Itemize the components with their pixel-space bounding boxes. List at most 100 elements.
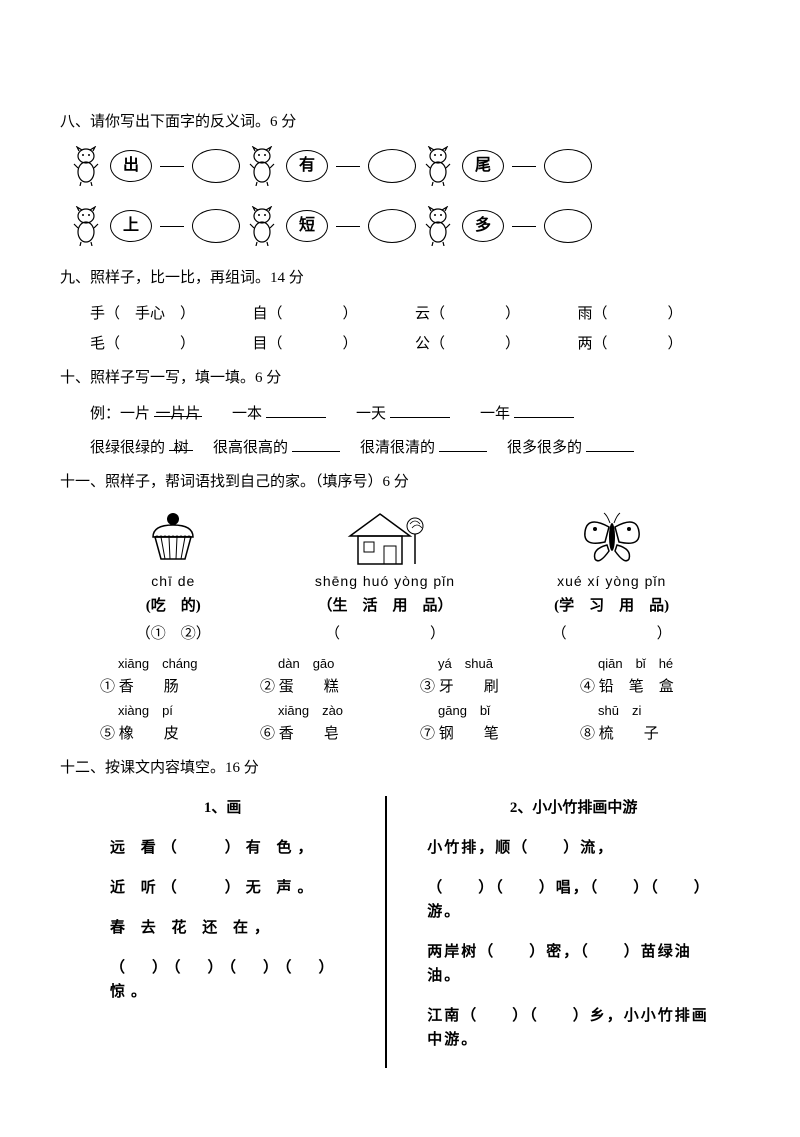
s11-items: xiāng cháng① 香 肠 dàn gāo② 蛋 糕 yá shuā③ 牙… bbox=[60, 654, 740, 746]
poem-line: 两岸树（ ）密，（ ）苗绿油油。 bbox=[427, 940, 720, 988]
item-cell: xiāng zào⑥ 香 皂 bbox=[260, 701, 420, 746]
compare-cell: 两（ ） bbox=[578, 332, 741, 356]
cat-icon bbox=[422, 146, 454, 186]
example-underline: 一片片 bbox=[154, 402, 202, 417]
s10-example: 很绿很绿的树 bbox=[90, 436, 193, 460]
blank-underline[interactable] bbox=[266, 403, 326, 418]
s10-line-2: 很绿很绿的树 很高很高的 很清很清的 很多很多的 bbox=[60, 436, 740, 460]
category-food: chī de (吃 的) （① ②） bbox=[128, 506, 218, 646]
antonym-group: 有 bbox=[246, 146, 416, 186]
dash bbox=[336, 166, 360, 167]
item-cell: shū zi⑧ 梳 子 bbox=[580, 701, 740, 746]
example-underline: 树 bbox=[169, 436, 193, 451]
blank-oval[interactable] bbox=[192, 149, 240, 183]
house-icon bbox=[340, 506, 430, 568]
blank-oval[interactable] bbox=[544, 149, 592, 183]
char-oval: 多 bbox=[462, 210, 504, 242]
item-cell: qiān bǐ hé④ 铅 笔 盒 bbox=[580, 654, 740, 699]
item-cell: xiāng cháng① 香 肠 bbox=[100, 654, 260, 699]
poem-1: 1、画 远 看（ ）有 色， 近 听（ ）无 声。 春 去 花 还 在， （ ）… bbox=[80, 796, 387, 1068]
cat-icon bbox=[246, 206, 278, 246]
cat-blank[interactable]: （ ） bbox=[552, 622, 672, 646]
s11-categories: chī de (吃 的) （① ②） shēng huó yòng pǐn （生… bbox=[60, 506, 740, 646]
blank-underline[interactable] bbox=[292, 437, 340, 452]
item-cell: dàn gāo② 蛋 糕 bbox=[260, 654, 420, 699]
blank-oval[interactable] bbox=[192, 209, 240, 243]
dash bbox=[512, 166, 536, 167]
category-daily: shēng huó yòng pǐn （生 活 用 品） （ ） bbox=[315, 506, 455, 646]
cat-icon bbox=[70, 146, 102, 186]
antonym-group: 出 bbox=[70, 146, 240, 186]
char-oval: 有 bbox=[286, 150, 328, 182]
section-12-title: 十二、按课文内容填空。16 分 bbox=[60, 756, 740, 780]
antonym-group: 多 bbox=[422, 206, 592, 246]
section-9-title: 九、照样子，比一比，再组词。14 分 bbox=[60, 266, 740, 290]
poem-line: 江南（ ）（ ）乡，小小竹排画中游。 bbox=[427, 1004, 720, 1052]
poem-line: （ ）（ ）唱，（ ）（ ）游。 bbox=[427, 876, 720, 924]
char-oval: 短 bbox=[286, 210, 328, 242]
poem-line: 春 去 花 还 在， bbox=[80, 916, 365, 940]
item-cell: yá shuā③ 牙 刷 bbox=[420, 654, 580, 699]
blank-underline[interactable] bbox=[514, 403, 574, 418]
char-oval: 出 bbox=[110, 150, 152, 182]
compare-cell: 公（ ） bbox=[415, 332, 578, 356]
poem-line: 远 看（ ）有 色， bbox=[80, 836, 365, 860]
s10-line-1: 例：一片 一片片 一本 一天 一年 bbox=[60, 402, 740, 426]
cat-pinyin: xué xí yòng pǐn bbox=[557, 570, 666, 592]
s10-item: 一天 bbox=[356, 402, 450, 426]
dash bbox=[512, 226, 536, 227]
cat-chinese: (学 习 用 品) bbox=[554, 594, 669, 618]
item-row: xiāng cháng① 香 肠 dàn gāo② 蛋 糕 yá shuā③ 牙… bbox=[100, 654, 740, 699]
item-cell: gāng bǐ⑦ 钢 笔 bbox=[420, 701, 580, 746]
poem-line: 近 听（ ）无 声。 bbox=[80, 876, 365, 900]
section-12-content: 1、画 远 看（ ）有 色， 近 听（ ）无 声。 春 去 花 还 在， （ ）… bbox=[60, 796, 740, 1068]
blank-underline[interactable] bbox=[439, 437, 487, 452]
antonym-row-1: 出 有 尾 bbox=[60, 146, 740, 186]
compare-cell: 自（ ） bbox=[253, 302, 416, 326]
dash bbox=[160, 226, 184, 227]
antonym-group: 短 bbox=[246, 206, 416, 246]
compare-grid: 手（ 手心 ） 自（ ） 云（ ） 雨（ ） 毛（ ） 目（ ） 公（ ） 两（… bbox=[60, 302, 740, 356]
cat-pinyin: chī de bbox=[151, 570, 195, 592]
compare-cell: 雨（ ） bbox=[578, 302, 741, 326]
butterfly-icon bbox=[567, 506, 657, 568]
compare-row: 毛（ ） 目（ ） 公（ ） 两（ ） bbox=[90, 332, 740, 356]
cat-chinese: (吃 的) bbox=[146, 594, 201, 618]
s10-item: 一年 bbox=[480, 402, 574, 426]
poem-1-title: 1、画 bbox=[80, 796, 365, 820]
compare-row: 手（ 手心 ） 自（ ） 云（ ） 雨（ ） bbox=[90, 302, 740, 326]
cat-pinyin: shēng huó yòng pǐn bbox=[315, 570, 455, 592]
blank-underline[interactable] bbox=[390, 403, 450, 418]
s10-item: 很高很高的 bbox=[213, 436, 340, 460]
item-cell: xiàng pí⑤ 橡 皮 bbox=[100, 701, 260, 746]
antonym-group: 上 bbox=[70, 206, 240, 246]
poem-line: （ ）（ ）（ ）（ ）惊。 bbox=[80, 956, 365, 1004]
blank-oval[interactable] bbox=[368, 149, 416, 183]
blank-underline[interactable] bbox=[586, 437, 634, 452]
blank-oval[interactable] bbox=[368, 209, 416, 243]
cupcake-icon bbox=[128, 506, 218, 568]
char-oval: 上 bbox=[110, 210, 152, 242]
category-study: xué xí yòng pǐn (学 习 用 品) （ ） bbox=[552, 506, 672, 646]
blank-oval[interactable] bbox=[544, 209, 592, 243]
cat-chinese: （生 活 用 品） bbox=[317, 594, 452, 618]
cat-icon bbox=[422, 206, 454, 246]
cat-blank: （① ②） bbox=[136, 622, 211, 646]
s10-item: 很清很清的 bbox=[360, 436, 487, 460]
cat-icon bbox=[70, 206, 102, 246]
s10-item: 很多很多的 bbox=[507, 436, 634, 460]
cat-blank[interactable]: （ ） bbox=[325, 622, 445, 646]
poem-2-title: 2、小小竹排画中游 bbox=[427, 796, 720, 820]
section-8-title: 八、请你写出下面字的反义词。6 分 bbox=[60, 110, 740, 134]
cat-icon bbox=[246, 146, 278, 186]
s10-item: 一本 bbox=[232, 402, 326, 426]
compare-cell: 云（ ） bbox=[415, 302, 578, 326]
section-11-title: 十一、照样子，帮词语找到自己的家。（填序号）6 分 bbox=[60, 470, 740, 494]
item-row: xiàng pí⑤ 橡 皮 xiāng zào⑥ 香 皂 gāng bǐ⑦ 钢 … bbox=[100, 701, 740, 746]
poem-line: 小竹排，顺（ ）流， bbox=[427, 836, 720, 860]
section-10-title: 十、照样子写一写，填一填。6 分 bbox=[60, 366, 740, 390]
poem-2: 2、小小竹排画中游 小竹排，顺（ ）流， （ ）（ ）唱，（ ）（ ）游。 两岸… bbox=[387, 796, 720, 1068]
dash bbox=[336, 226, 360, 227]
char-oval: 尾 bbox=[462, 150, 504, 182]
antonym-group: 尾 bbox=[422, 146, 592, 186]
